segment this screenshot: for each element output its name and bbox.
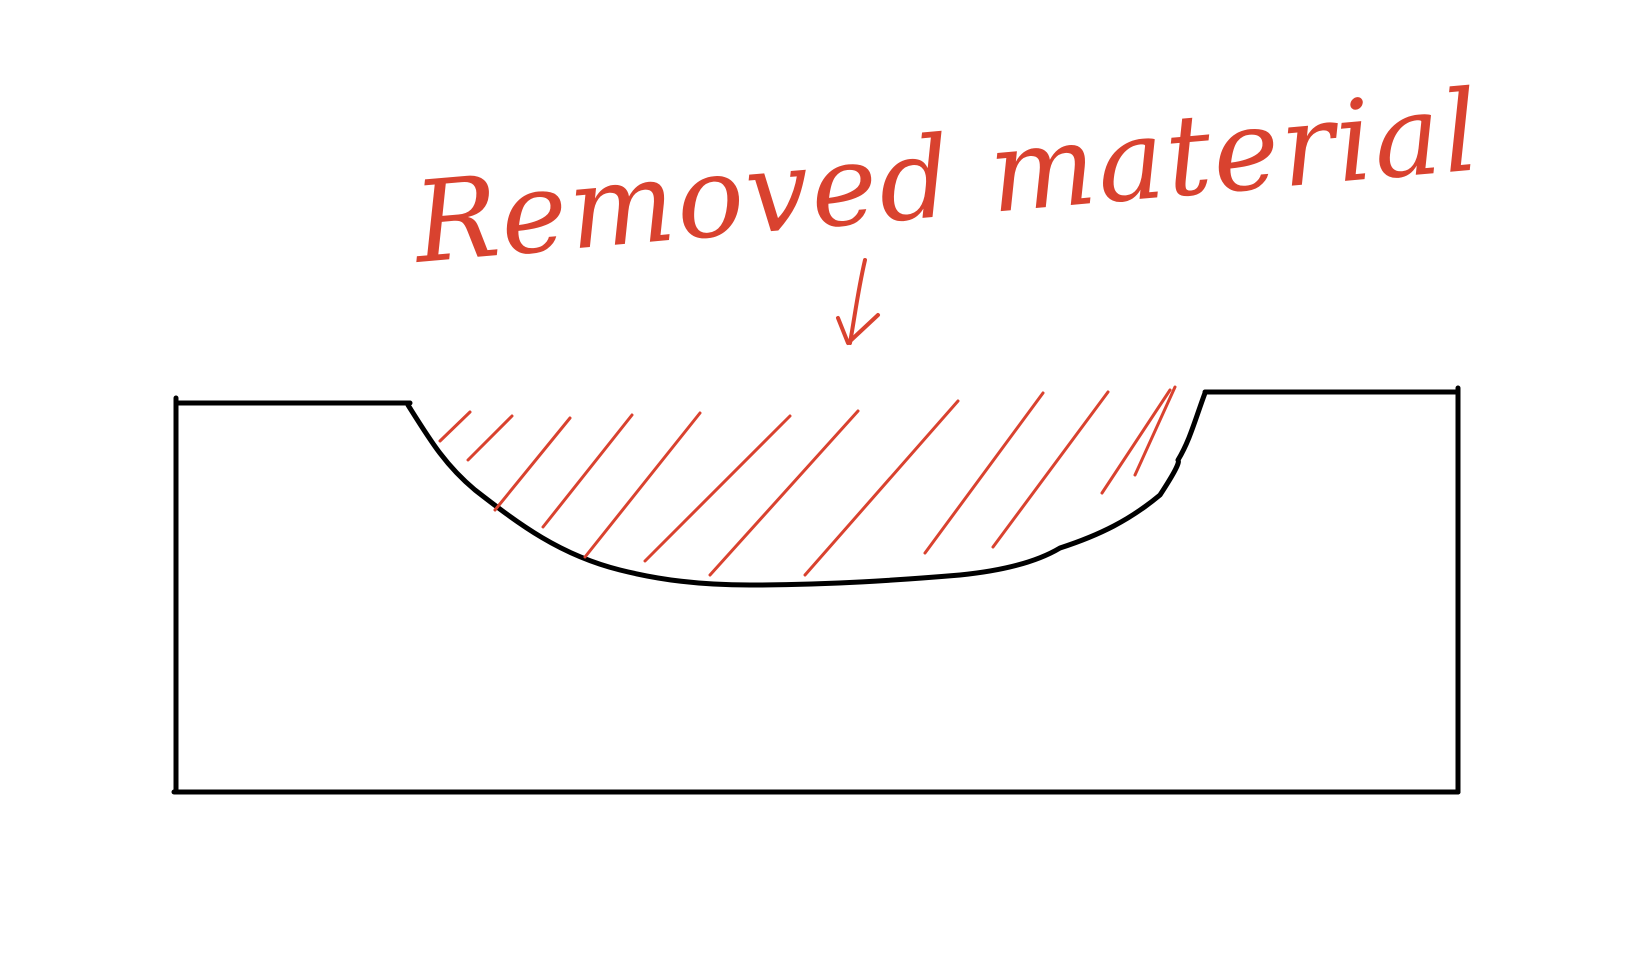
cut-profile-curve — [405, 390, 1208, 588]
hatch-line — [1100, 388, 1172, 495]
hatch-line — [803, 399, 960, 577]
hatch-line — [438, 410, 472, 443]
hatch-line — [923, 391, 1045, 555]
workpiece-outline — [171, 385, 1461, 795]
removed-material-hatching — [438, 385, 1177, 577]
hatch-line — [991, 390, 1110, 549]
hatch-line — [541, 413, 634, 529]
hatch-line — [583, 411, 702, 559]
hatch-line — [643, 414, 792, 563]
hatch-line — [708, 409, 860, 577]
hatch-line — [493, 416, 572, 512]
annotation-label: Removed material — [407, 66, 1486, 289]
arrow-down-icon — [836, 258, 880, 345]
hatch-line — [1133, 385, 1177, 477]
hatch-line — [466, 414, 514, 462]
